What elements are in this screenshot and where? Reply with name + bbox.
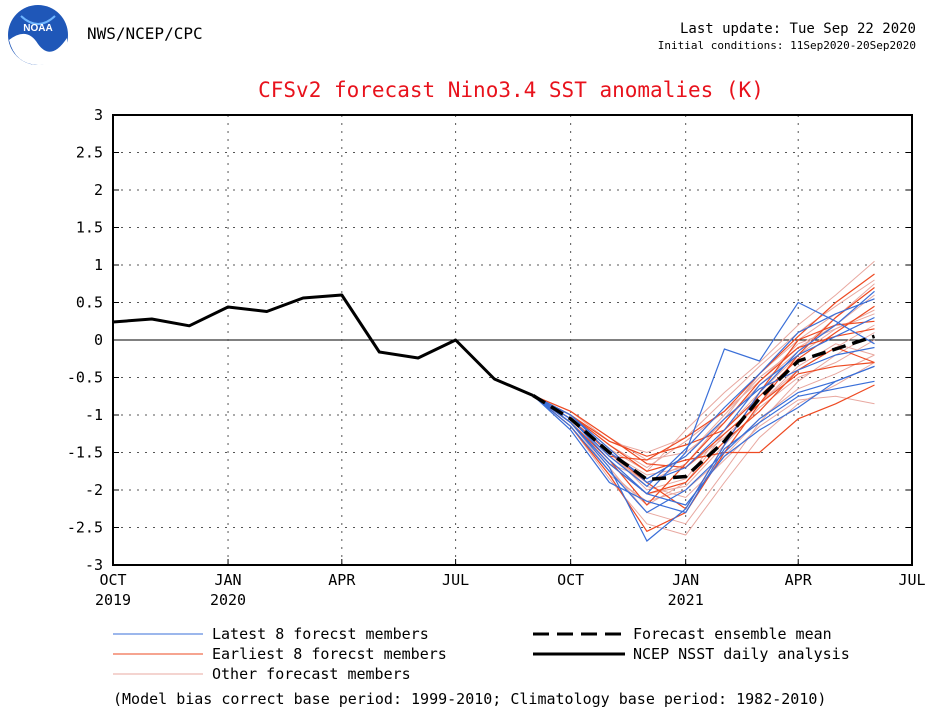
y-tick-label: -1.5 [67,444,103,462]
earliest-member-line [532,328,875,506]
y-tick-label: 1 [94,256,103,274]
y-tick-label: 2 [94,181,103,199]
legend-latest-label: Latest 8 forecst members [212,625,429,643]
footnote: (Model bias correct base period: 1999-20… [113,690,827,708]
ensemble-mean-line [532,334,876,482]
analysis-line [112,293,534,397]
y-tick-label: -3 [85,556,103,574]
latest-member-line [532,365,875,506]
x-tick-label-month: JUL [442,571,469,589]
other-member-line [532,339,875,495]
y-axis: 3 2.5 2 1.5 1 0.5 0 -0.5 -1 -1.5 -2 -2.5 -3 [67,106,912,574]
x-tick-label-year: 2019 [95,591,131,609]
y-tick-label: -2.5 [67,519,103,537]
x-tick-label-year: 2021 [668,591,704,609]
latest-member-line [532,290,875,542]
earliest-member-line [532,384,875,472]
x-tick-label-year: 2020 [210,591,246,609]
latest-member-line [532,380,875,514]
y-tick-label: -0.5 [67,369,103,387]
y-tick-label: -2 [85,481,103,499]
org-label: NWS/NCEP/CPC [87,24,203,43]
x-tick-label-month: OCT [557,571,584,589]
legend-other-label: Other forecast members [212,665,411,683]
x-tick-label-month: APR [785,571,813,589]
y-tick-label: 0 [94,331,103,349]
legend-earliest-label: Earliest 8 forecst members [212,645,447,663]
x-tick-label-month: JAN [214,571,241,589]
chart-title: CFSv2 forecast Nino3.4 SST anomalies (K) [258,78,764,102]
noaa-logo-icon: NOAA [8,5,68,66]
x-tick-label-month: JUL [898,571,925,589]
latest-member-line [532,365,875,514]
latest-member-line [532,316,875,484]
x-tick-label-month: JAN [672,571,699,589]
last-update: Last update: Tue Sep 22 2020 [679,21,916,37]
x-tick-label-month: OCT [99,571,126,589]
y-tick-label: 1.5 [76,219,103,237]
x-axis: OCT 2019 JAN 2020 APR JUL OCT JAN 2021 APR JUL [95,559,926,609]
latest-member-line [532,298,875,488]
earliest-member-line [532,361,875,469]
noaa-logo: NOAA [7,4,69,66]
chart-series [112,260,876,542]
y-tick-label: 2.5 [76,144,103,162]
x-tick-label-month: APR [328,571,356,589]
legend-mean-label: Forecast ensemble mean [633,625,832,643]
y-tick-label: -1 [85,406,103,424]
earliest-member-line [532,320,875,510]
latest-member-line [532,301,875,495]
y-tick-label: 3 [94,106,103,124]
chart-grid [113,115,912,565]
y-tick-label: 0.5 [76,294,103,312]
initial-conditions: Initial conditions: 11Sep2020-20Sep2020 [657,39,916,52]
earliest-member-line [532,287,875,533]
legend-analysis-label: NCEP NSST daily analysis [633,645,850,663]
noaa-logo-text: NOAA [23,23,52,34]
